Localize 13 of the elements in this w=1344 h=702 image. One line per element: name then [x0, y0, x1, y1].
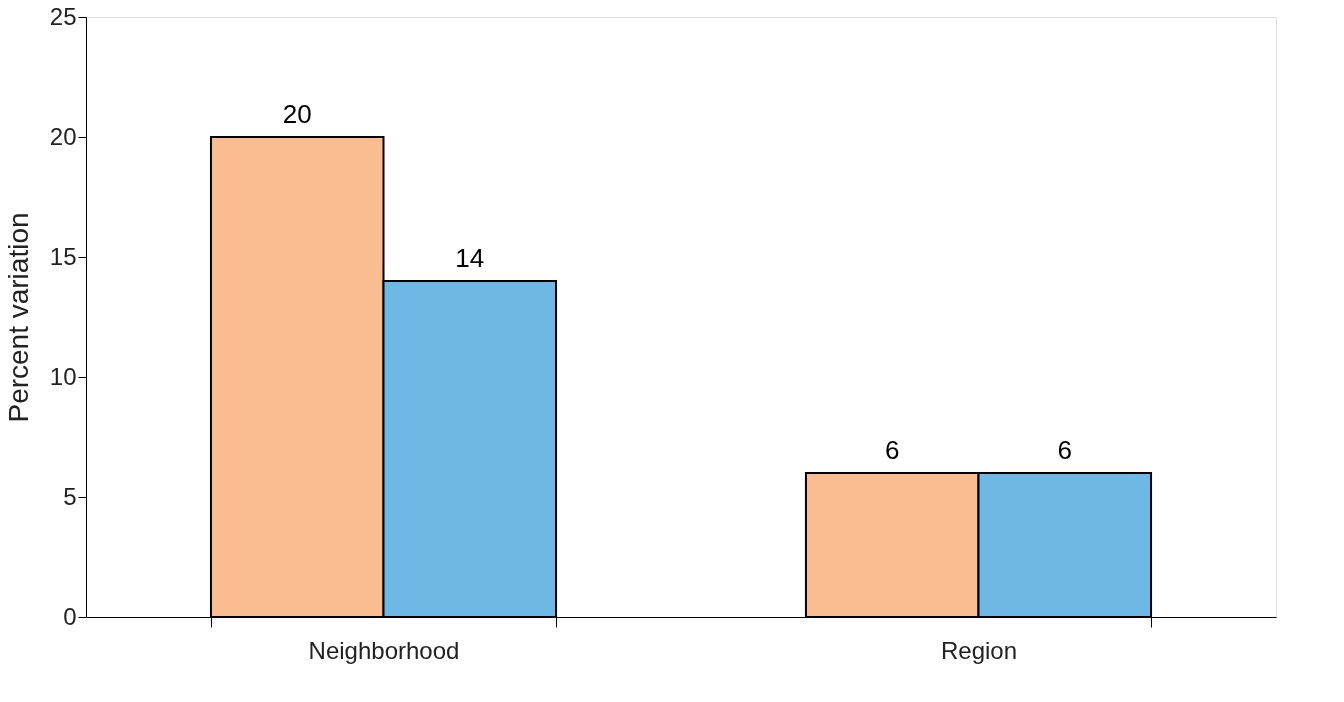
y-tick-label: 0: [63, 602, 77, 630]
x-tick-label: Neighborhood: [308, 636, 460, 664]
data-label: 20: [282, 99, 312, 129]
y-tick-label: 15: [49, 242, 77, 270]
y-tick-label: 10: [49, 362, 77, 390]
x-tick-label: Region: [940, 636, 1018, 664]
y-axis-title: Percent variation: [2, 212, 34, 423]
data-label: 6: [884, 435, 900, 465]
y-tick-label: 5: [63, 482, 77, 510]
data-label: 6: [1057, 435, 1073, 465]
y-tick-label: 20: [49, 122, 77, 150]
data-label: 14: [455, 243, 485, 273]
y-tick-label: 25: [49, 2, 77, 30]
